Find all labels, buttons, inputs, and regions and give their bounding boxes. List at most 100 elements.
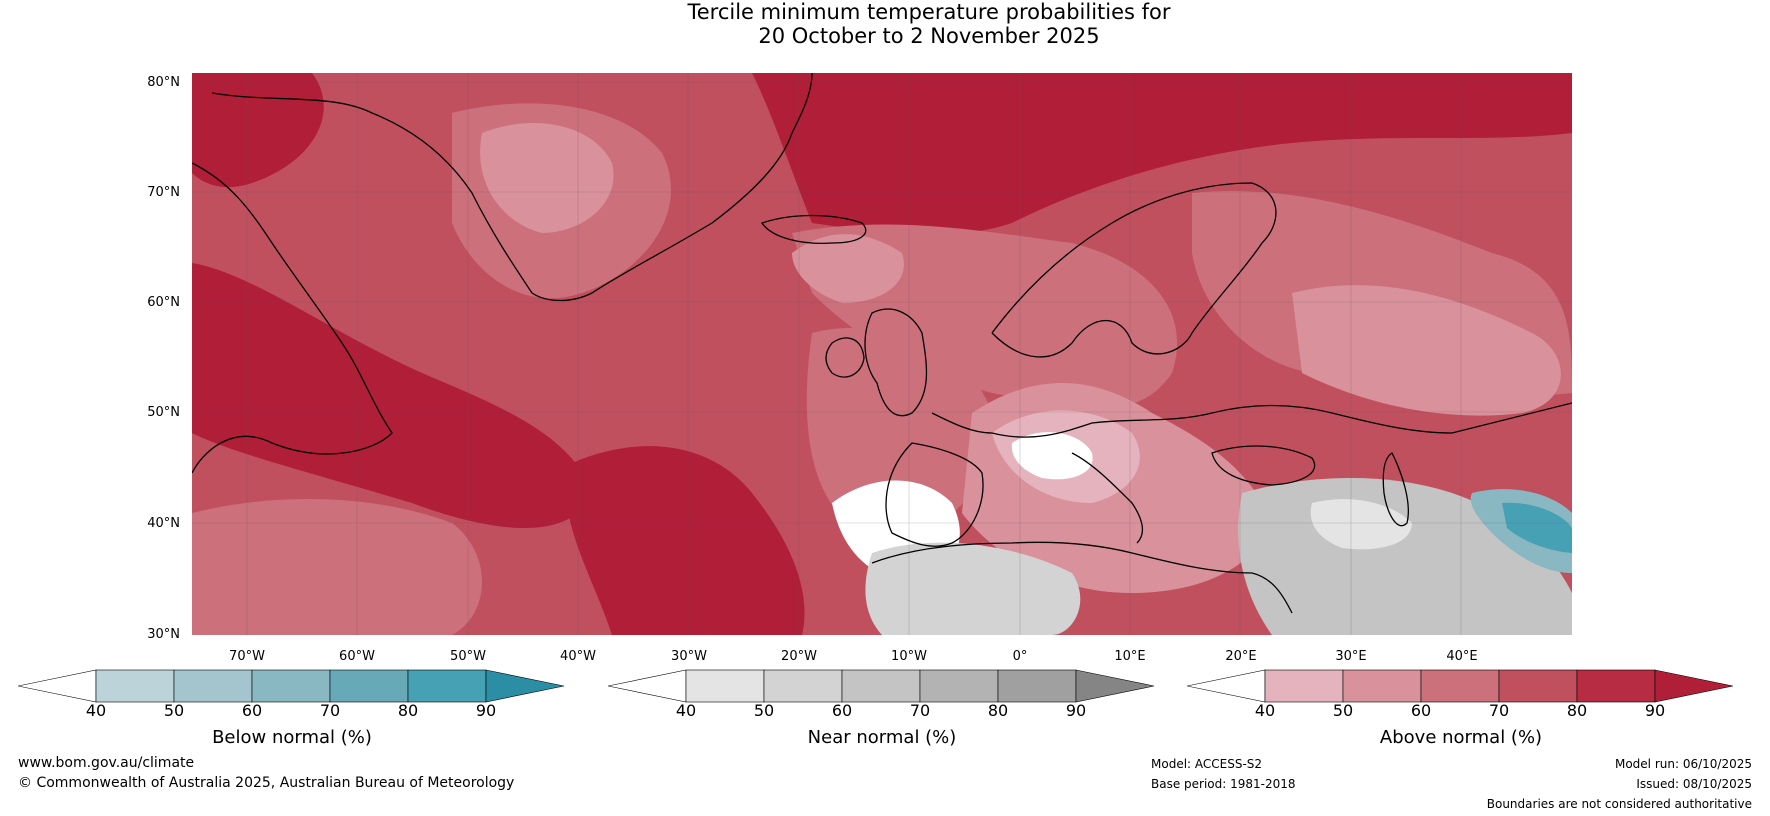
lon-label-10e: 10°E	[1114, 649, 1146, 664]
footer-issued: Issued: 08/10/2025	[1636, 777, 1752, 791]
colorbar-segment	[1264, 669, 1344, 703]
footer-model: Model: ACCESS-S2	[1151, 757, 1263, 771]
lat-label-70n: 70°N	[147, 185, 180, 200]
colorbar-near-normal	[608, 669, 1155, 703]
colorbar-segment	[173, 669, 253, 703]
coast-greenland	[211, 73, 813, 302]
colorbar-segment	[95, 669, 175, 703]
coast-iberia	[885, 442, 984, 547]
colorbar-tick-label: 80	[397, 701, 419, 720]
coast-labrador	[192, 162, 393, 474]
lon-label-30w: 30°W	[671, 649, 707, 664]
coast-africa	[871, 541, 1293, 614]
field-40-france	[1011, 432, 1093, 480]
footer-model-run: Model run: 06/10/2025	[1614, 757, 1752, 771]
colorbar-tick-label: 90	[1065, 701, 1087, 720]
colorbar-above-normal	[1187, 669, 1734, 703]
colorbar-tick-label: 80	[1566, 701, 1588, 720]
lat-label-60n: 60°N	[147, 295, 180, 310]
field-60-east	[1292, 285, 1561, 416]
field-90-labrador	[192, 263, 592, 528]
colorbar-tick-label: 80	[987, 701, 1009, 720]
lat-label-80n: 80°N	[147, 75, 180, 90]
chart-title: Tercile minimum temperature probabilitie…	[0, 0, 1770, 48]
title-line-2: 20 October to 2 November 2025	[758, 24, 1100, 48]
field-70-south	[192, 499, 482, 635]
colorbar-segment	[841, 669, 921, 703]
colorbar-segment	[1576, 669, 1656, 703]
lon-label-30e: 30°E	[1335, 649, 1367, 664]
colorbar-tick-label: 50	[753, 701, 775, 720]
colorbar-segment	[997, 669, 1077, 703]
lon-label-20e: 20°E	[1225, 649, 1257, 664]
colorbar-extend-low	[1187, 669, 1266, 703]
colorbar-tick-label: 40	[675, 701, 697, 720]
colorbar-segment	[251, 669, 331, 703]
footer-disclaimer: Boundaries are not considered authoritat…	[1486, 797, 1752, 811]
title-line-1: Tercile minimum temperature probabilitie…	[687, 0, 1171, 24]
lon-label-50w: 50°W	[450, 649, 486, 664]
colorbar-tick-label: 50	[1332, 701, 1354, 720]
lon-label-10w: 10°W	[891, 649, 927, 664]
footer-base-period: Base period: 1981-2018	[1151, 777, 1296, 791]
lat-label-40n: 40°N	[147, 516, 180, 531]
lon-label-60w: 60°W	[339, 649, 375, 664]
colorbar-label-above: Above normal (%)	[1379, 727, 1543, 748]
field-near-normal-patch	[1310, 499, 1412, 550]
colorbar-segment	[1420, 669, 1500, 703]
colorbar-tick-label: 70	[1488, 701, 1510, 720]
colorbar-tick-label: 60	[241, 701, 263, 720]
colorbar-extend-high	[485, 669, 565, 703]
coast-britain	[864, 308, 928, 417]
lon-label-40e: 40°E	[1446, 649, 1478, 664]
colorbar-tick-label: 70	[319, 701, 341, 720]
colorbar-tick-label: 70	[909, 701, 931, 720]
graticule	[192, 73, 1572, 635]
colorbar-tick-label: 60	[831, 701, 853, 720]
coast-scandinavia	[991, 182, 1277, 358]
colorbar-label-below: Below normal (%)	[212, 727, 372, 748]
colorbar-tick-label: 50	[163, 701, 185, 720]
lon-label-70w: 70°W	[229, 649, 265, 664]
field-near-normal-africa	[865, 542, 1081, 635]
lat-label-30n: 30°N	[147, 627, 180, 642]
coastlines	[192, 73, 1572, 614]
colorbar-segment	[919, 669, 999, 703]
footer-copyright: © Commonwealth of Australia 2025, Austra…	[18, 775, 515, 791]
colorbar-segment	[685, 669, 765, 703]
colorbar-segment	[407, 669, 487, 703]
field-70-mid	[806, 327, 994, 543]
colorbar-tick-label: 40	[85, 701, 107, 720]
map-canvas	[192, 73, 1572, 635]
colorbar-tick-label: 90	[1644, 701, 1666, 720]
lat-label-50n: 50°N	[147, 405, 180, 420]
coast-iceland	[760, 214, 867, 244]
coast-black-sea	[1211, 445, 1316, 486]
colorbar-segment	[763, 669, 843, 703]
lon-label-40w: 40°W	[560, 649, 596, 664]
colorbar-label-near: Near normal (%)	[807, 727, 957, 748]
colorbar-segment	[1342, 669, 1422, 703]
colorbar-extend-low	[608, 669, 687, 703]
colorbar-segment	[329, 669, 409, 703]
field-60-iceland	[792, 234, 904, 303]
colorbar-tick-label: 60	[1410, 701, 1432, 720]
field-90-greenland-sea	[752, 73, 1572, 235]
lon-label-20w: 20°W	[781, 649, 817, 664]
lon-label-0: 0°	[1012, 649, 1028, 664]
coast-ireland	[825, 337, 865, 378]
coast-italy	[1071, 452, 1144, 544]
field-below-normal-core	[1502, 502, 1572, 553]
field-90-west	[192, 73, 324, 188]
footer-website: www.bom.gov.au/climate	[18, 755, 195, 771]
colorbar-below-normal	[18, 669, 565, 703]
field-90-atlantic	[566, 446, 805, 635]
field-60-north	[480, 123, 614, 233]
colorbar-segment	[1498, 669, 1578, 703]
coast-caspian	[1382, 452, 1409, 527]
coast-europe	[931, 402, 1572, 438]
colorbar-tick-label: 40	[1254, 701, 1276, 720]
colorbar-tick-label: 90	[475, 701, 497, 720]
colorbar-extend-high	[1075, 669, 1155, 703]
colorbar-extend-low	[18, 669, 97, 703]
